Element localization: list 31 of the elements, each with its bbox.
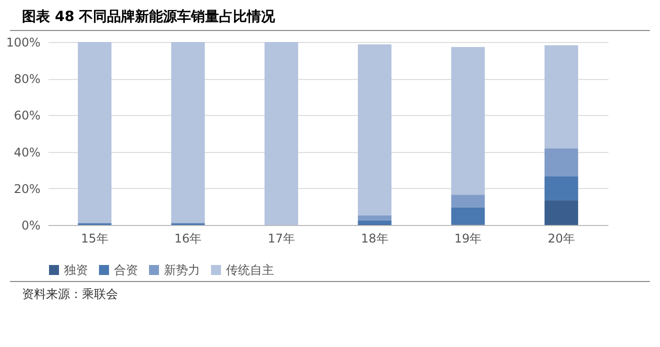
y-tick-label: 80% bbox=[14, 72, 40, 86]
bar bbox=[358, 220, 392, 224]
legend-label: 合资 bbox=[114, 263, 138, 277]
x-tick-label: 20年 bbox=[548, 232, 575, 246]
bar bbox=[544, 148, 578, 176]
y-tick-label: 60% bbox=[14, 108, 40, 123]
bar bbox=[358, 44, 392, 216]
bar bbox=[544, 200, 578, 225]
bar bbox=[451, 194, 485, 208]
y-tick-label: 20% bbox=[14, 182, 40, 196]
bar bbox=[78, 42, 112, 224]
x-tick-label: 16年 bbox=[174, 232, 202, 246]
bar bbox=[451, 207, 485, 225]
y-tick-label: 100% bbox=[6, 36, 40, 50]
x-tick-label: 17年 bbox=[268, 232, 295, 246]
legend-label: 新势力 bbox=[164, 263, 200, 277]
bar bbox=[264, 42, 298, 225]
y-tick-label: 40% bbox=[14, 145, 40, 160]
legend-label: 传统自主 bbox=[226, 263, 274, 277]
legend-label: 独资 bbox=[64, 263, 88, 277]
bar bbox=[544, 176, 578, 200]
bar bbox=[451, 46, 485, 195]
x-tick-label: 18年 bbox=[361, 232, 388, 246]
text: 资料来源：乘联会 bbox=[10, 281, 650, 307]
chart-title: 图表 48 不同品牌新能源车销量占比情况 bbox=[10, 0, 650, 31]
bar bbox=[544, 45, 578, 149]
bar bbox=[358, 215, 392, 220]
x-tick-label: 19年 bbox=[454, 232, 482, 246]
bar bbox=[171, 42, 205, 224]
y-tick-label: 0% bbox=[21, 218, 40, 232]
x-tick-label: 15年 bbox=[81, 232, 108, 246]
